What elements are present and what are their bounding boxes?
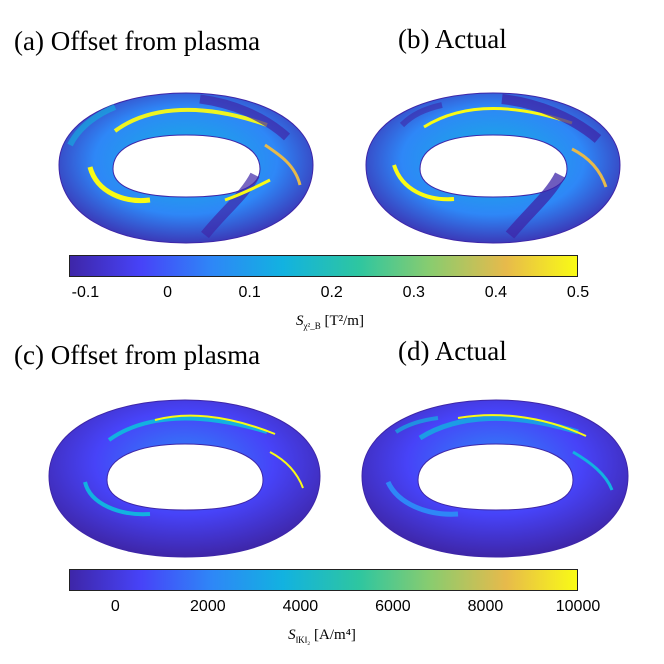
torus-c-surface xyxy=(48,399,321,558)
colorbar-top-tick-label: 0.3 xyxy=(402,284,425,301)
colorbar-bottom-tick-label: 8000 xyxy=(467,598,504,615)
torus-b-surface xyxy=(365,92,621,244)
colorbar-top-tick-label: 0.4 xyxy=(484,284,508,301)
colorbar-bottom-tick-label: 2000 xyxy=(190,598,226,615)
colorbar-bottom-tick-label: 0 xyxy=(110,598,120,615)
torus-a-surface xyxy=(58,92,314,244)
colorbar-top-tick-label: -0.1 xyxy=(71,284,100,301)
colorbar-top-tick-label: 0.1 xyxy=(238,284,261,301)
panel-c-title: (c) Offset from plasma xyxy=(14,340,261,370)
colorbar-top-tick-label: 0 xyxy=(163,284,172,301)
colorbar-top-tick-label: 0.2 xyxy=(320,284,343,301)
colorbar-bottom-tick-label: 10000 xyxy=(555,598,601,615)
panel-b-title: (b) Actual xyxy=(398,24,507,54)
panel-a-title: (a) Offset from plasma xyxy=(14,26,261,56)
colorbar-bottom-label: S‖K‖₂ [A/m⁴] xyxy=(288,627,356,645)
colorbar-bottom-tick-label: 4000 xyxy=(282,598,319,615)
colorbar-bottom xyxy=(69,569,578,591)
colorbar-top-tick-label: 0.5 xyxy=(566,284,590,301)
torus-d-surface xyxy=(361,399,629,558)
colorbar-top-label: Sχ²_B [T²/m] xyxy=(296,313,364,331)
panel-d-title: (d) Actual xyxy=(398,336,507,366)
colorbar-top xyxy=(69,255,578,277)
colorbar-bottom-tick-label: 6000 xyxy=(375,598,411,615)
